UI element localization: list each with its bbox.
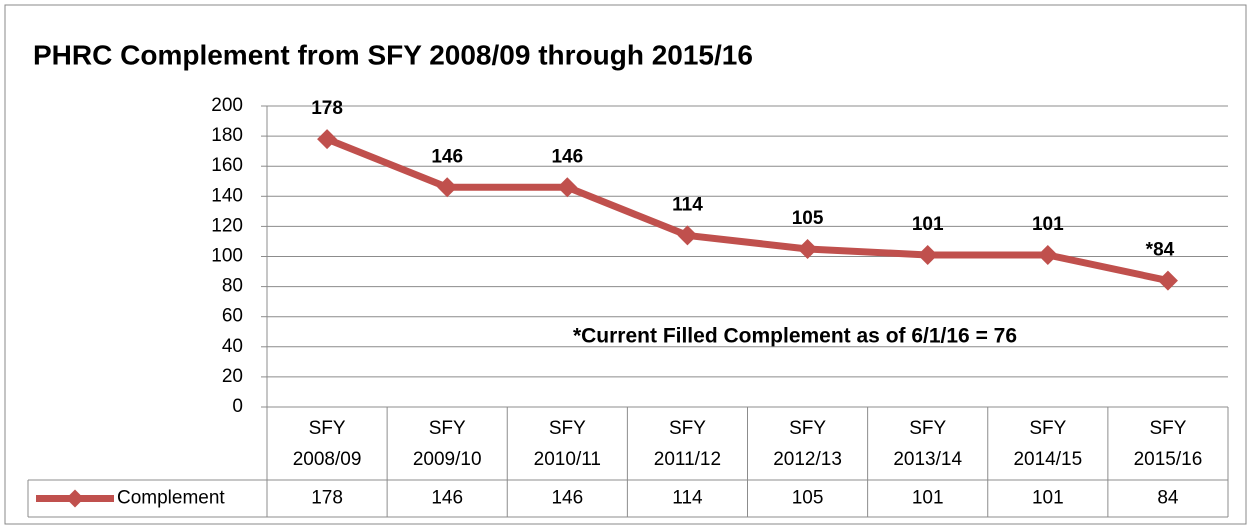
category-text: SFY 2011/12	[653, 417, 722, 470]
data-label: *84	[1146, 240, 1175, 261]
legend-label: Complement	[117, 488, 225, 509]
category-text: SFY 2010/11	[533, 417, 601, 470]
y-tick-label: 160	[211, 155, 243, 176]
chart-border	[4, 4, 1247, 525]
marker	[797, 238, 818, 259]
table-value: 84	[1157, 488, 1179, 509]
y-tick-label: 140	[211, 185, 243, 206]
data-label: 114	[672, 194, 703, 215]
data-label: 101	[1032, 214, 1064, 235]
marker	[1037, 244, 1058, 265]
y-tick-label: 100	[211, 246, 243, 267]
y-tick-label: 80	[222, 276, 243, 297]
annotation: *Current Filled Complement as of 6/1/16 …	[573, 325, 1017, 348]
data-label: 105	[792, 208, 824, 229]
y-tick-label: 120	[211, 215, 243, 236]
y-tick-label: 180	[211, 125, 243, 146]
legend-marker	[66, 489, 84, 508]
marker	[557, 177, 578, 198]
data-label: 146	[431, 146, 463, 167]
marker	[437, 177, 458, 198]
table-value: 114	[672, 488, 703, 509]
x-tick-label: SFY 2008/09	[267, 407, 387, 480]
table-value: 105	[792, 488, 824, 509]
table-value: 101	[912, 488, 944, 509]
category-text: SFY 2014/15	[1013, 417, 1083, 470]
y-tick-label: 20	[222, 366, 243, 387]
x-tick-label: SFY 2010/11	[507, 407, 627, 480]
data-label: 146	[551, 146, 583, 167]
y-tick-label: 200	[211, 95, 243, 116]
marker	[917, 244, 938, 265]
data-label: 178	[311, 98, 343, 119]
series-line	[325, 135, 1169, 285]
y-tick-label: 60	[222, 306, 243, 327]
marker	[677, 225, 698, 246]
category-text: SFY 2008/09	[292, 417, 362, 470]
x-tick-label: SFY 2013/14	[868, 407, 988, 480]
category-text: SFY 2015/16	[1133, 417, 1203, 470]
x-tick-label: SFY 2015/16	[1108, 407, 1228, 480]
x-tick-label: SFY 2012/13	[748, 407, 868, 480]
x-tick-label: SFY 2009/10	[387, 407, 507, 480]
category-text: SFY 2009/10	[412, 417, 482, 470]
y-tick-label: 40	[222, 336, 243, 357]
category-text: SFY 2013/14	[893, 417, 963, 470]
x-tick-label: SFY 2011/12	[627, 407, 747, 480]
table-value: 146	[551, 488, 583, 509]
marker	[1157, 270, 1178, 291]
x-tick-label: SFY 2014/15	[988, 407, 1108, 480]
y-tick-label: 0	[232, 396, 243, 417]
table-value: 178	[311, 488, 343, 509]
chart-title: PHRC Complement from SFY 2008/09 through…	[33, 39, 753, 70]
marker	[317, 129, 338, 150]
category-text: SFY 2012/13	[773, 417, 842, 470]
data-label: 101	[912, 214, 944, 235]
table-value: 101	[1032, 488, 1064, 509]
table-value: 146	[431, 488, 463, 509]
